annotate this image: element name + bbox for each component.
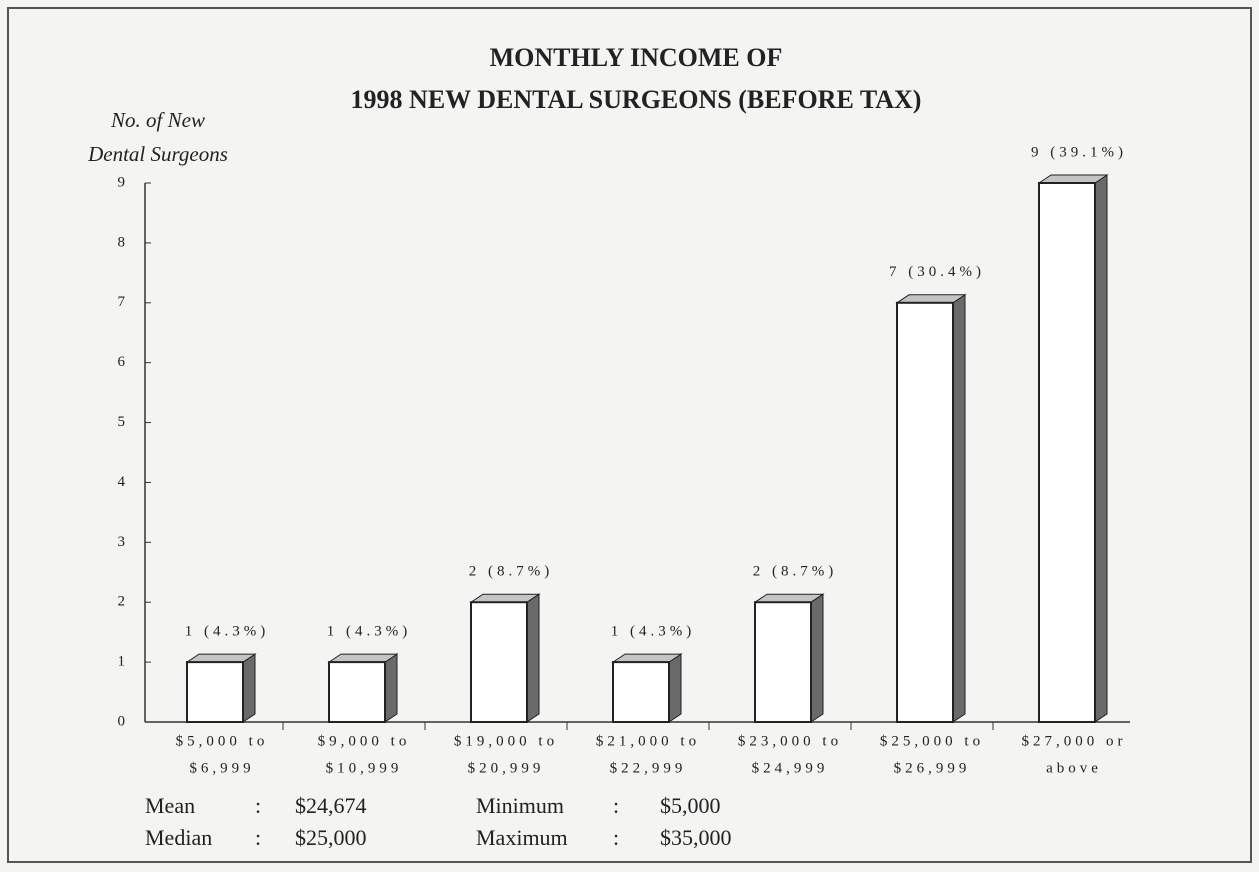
data-label: 2 (8.7%) bbox=[469, 564, 554, 580]
x-tick-label: $20,999 bbox=[468, 760, 545, 776]
y-axis-label: No. of New bbox=[110, 108, 205, 132]
y-axis-label: Dental Surgeons bbox=[87, 142, 228, 166]
bar-side bbox=[668, 653, 682, 723]
y-tick-label: 0 bbox=[118, 713, 126, 729]
stat-separator: : bbox=[613, 825, 619, 850]
bar bbox=[186, 661, 244, 723]
bar-side bbox=[952, 293, 966, 723]
stat-value: $35,000 bbox=[660, 825, 732, 850]
bar bbox=[896, 301, 954, 723]
data-label: 9 (39.1%) bbox=[1031, 144, 1127, 160]
y-tick-label: 7 bbox=[118, 294, 126, 310]
chart-title: 1998 NEW DENTAL SURGEONS (BEFORE TAX) bbox=[351, 85, 922, 114]
stat-label: Median bbox=[145, 825, 212, 850]
x-tick-label: $19,000 to bbox=[454, 733, 558, 749]
stat-value: $5,000 bbox=[660, 793, 721, 818]
x-tick-label: $6,999 bbox=[189, 760, 254, 776]
stat-separator: : bbox=[255, 793, 261, 818]
x-tick-label: $24,999 bbox=[752, 760, 829, 776]
x-tick-label: $9,000 to bbox=[318, 733, 411, 749]
y-tick-label: 8 bbox=[118, 234, 126, 250]
y-tick-label: 2 bbox=[118, 594, 126, 610]
stat-separator: : bbox=[255, 825, 261, 850]
stat-label: Maximum bbox=[476, 825, 568, 850]
x-tick-label: $5,000 to bbox=[176, 733, 269, 749]
bar-side bbox=[810, 593, 824, 723]
x-tick-label: $21,000 to bbox=[596, 733, 700, 749]
stat-value: $24,674 bbox=[295, 793, 367, 818]
x-tick-label: $27,000 or bbox=[1022, 733, 1127, 749]
bar bbox=[612, 661, 670, 723]
y-tick-label: 1 bbox=[118, 654, 126, 670]
stat-label: Minimum bbox=[476, 793, 564, 818]
data-label: 1 (4.3%) bbox=[185, 624, 270, 640]
bar-side bbox=[1094, 174, 1108, 723]
x-tick-label: $23,000 to bbox=[738, 733, 842, 749]
bar bbox=[1038, 182, 1096, 723]
bar-top bbox=[611, 653, 683, 663]
bar bbox=[328, 661, 386, 723]
x-tick-label: $25,000 to bbox=[880, 733, 984, 749]
x-tick-label: $26,999 bbox=[894, 760, 971, 776]
frame bbox=[7, 7, 1252, 863]
stat-label: Mean bbox=[145, 793, 195, 818]
stat-separator: : bbox=[613, 793, 619, 818]
y-tick-label: 3 bbox=[118, 534, 126, 550]
data-label: 2 (8.7%) bbox=[753, 564, 838, 580]
data-label: 1 (4.3%) bbox=[611, 624, 696, 640]
bar-top bbox=[1037, 174, 1109, 184]
x-tick-label: above bbox=[1046, 760, 1102, 776]
chart-title: MONTHLY INCOME OF bbox=[490, 43, 783, 72]
bar-top bbox=[469, 593, 541, 603]
stat-value: $25,000 bbox=[295, 825, 367, 850]
y-tick-label: 9 bbox=[118, 174, 126, 190]
bar-side bbox=[242, 653, 256, 723]
bar-top bbox=[753, 593, 825, 603]
bar-side bbox=[526, 593, 540, 723]
bar bbox=[470, 601, 528, 724]
bar bbox=[754, 601, 812, 724]
bar-side bbox=[384, 653, 398, 723]
y-tick-label: 5 bbox=[118, 414, 126, 430]
y-tick-label: 4 bbox=[118, 474, 126, 490]
data-label: 1 (4.3%) bbox=[327, 624, 412, 640]
x-tick-label: $10,999 bbox=[326, 760, 403, 776]
y-tick-label: 6 bbox=[118, 354, 126, 370]
bar-top bbox=[185, 653, 257, 663]
x-tick-label: $22,999 bbox=[610, 760, 687, 776]
bar-top bbox=[327, 653, 399, 663]
data-label: 7 (30.4%) bbox=[889, 264, 985, 280]
bar-top bbox=[895, 294, 967, 304]
